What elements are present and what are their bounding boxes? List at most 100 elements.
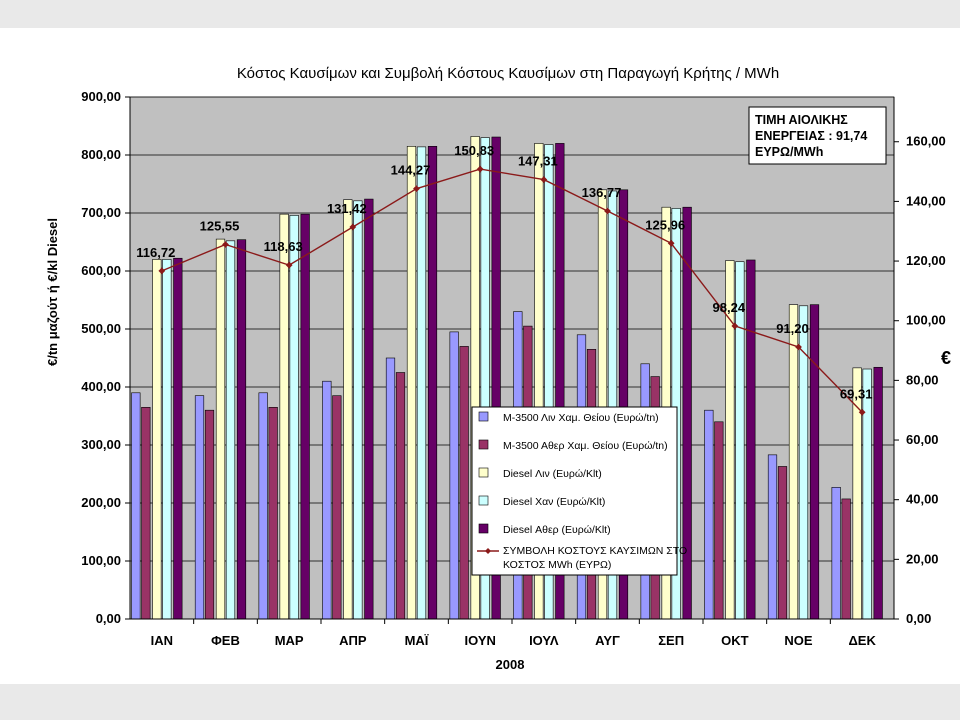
bar [343,199,353,620]
bar [746,259,756,620]
line-point [222,241,229,248]
bar [131,392,141,620]
slide-frame: Κόστος Καυσίμων και Συμβολή Κόστους Καυσ… [0,28,960,684]
bar [300,213,310,620]
bar [831,487,841,620]
x-tick-label: ΣΕΠ [658,633,684,648]
y2-tick-label: 120,00 [906,253,946,268]
y-tick-label: 0,00 [96,611,121,626]
y-tick-label: 400,00 [81,379,121,394]
x-axis-title: 2008 [496,657,525,672]
data-label: 125,55 [200,219,240,234]
bar [204,409,215,620]
bar [322,380,332,620]
y-tick-label: 300,00 [81,437,121,452]
data-label: 91,20 [776,321,809,336]
cost-contribution-line [161,168,863,413]
bar [279,213,289,620]
x-tick-label: ΙΟΥΛ [529,633,559,648]
bar [194,395,205,620]
wind-price-annotation [748,106,887,165]
line-point [858,408,866,416]
y-tick-label: 900,00 [81,89,121,104]
legend-line-marker [485,548,491,554]
bar [141,406,151,620]
x-tick-label: ΔΕΚ [848,633,876,648]
bar [268,406,278,620]
bar [152,259,162,620]
data-label: 125,96 [645,217,685,232]
y-tick-label: 500,00 [81,321,121,336]
y2-tick-label: 140,00 [906,193,946,208]
bar [406,146,417,620]
data-label: 136,77 [582,185,622,200]
y-tick-label: 600,00 [81,263,121,278]
line-point [667,239,675,247]
line-point [795,343,802,351]
legend-swatch [478,495,489,506]
x-tick-label: ΝΟΕ [784,633,813,648]
line-point [604,207,611,215]
y-tick-label: 800,00 [81,147,121,162]
annotation-text: ΕΝΕΡΓΕΙΑΣ : 91,74 [755,129,867,143]
data-label: 98,24 [713,300,746,315]
x-tick-label: ΑΥΓ [595,633,620,648]
annotation-text: ΤΙΜΗ ΑΙΟΛΙΚΗΣ [755,113,848,127]
data-label: 147,31 [518,154,558,169]
bar [215,238,226,620]
bar [852,367,862,620]
data-label: 118,63 [264,239,303,254]
y2-tick-label: 80,00 [906,372,939,387]
x-tick-label: ΑΠΡ [339,633,367,648]
bar [735,261,745,620]
bar [416,146,427,620]
y2-tick-label: 160,00 [906,134,946,149]
bar [809,304,820,620]
y-axis-title: €/tn μαζούτ ή €/kl Diesel [45,218,60,366]
legend [471,406,678,576]
bar [449,331,459,620]
bar [862,368,872,620]
bar [332,395,342,620]
y2-tick-label: 100,00 [906,313,946,328]
line-point [413,185,420,193]
bar [841,498,851,620]
legend-label: Μ-3500 Λιν Χαμ. Θείου (Ευρώ/tn) [503,412,659,424]
data-label: 150,83 [454,143,494,158]
bar [777,466,788,620]
y2-tick-label: 20,00 [906,551,939,566]
y-tick-label: 700,00 [81,205,121,220]
data-label: 116,72 [136,245,175,260]
legend-label: Diesel Λιν (Ευρώ/Κlt) [503,468,602,480]
bar [427,146,438,620]
legend-label: Diesel Αθερ (Ευρώ/Κlt) [503,524,611,536]
x-tick-label: ΟΚΤ [721,633,749,648]
annotation-text: ΕΥΡΩ/MWh [755,145,823,159]
bar [714,421,724,620]
data-label: 131,42 [327,201,367,216]
plot-area: 0,00 100,00 200,00 300,00 400,00 500,00 600,00… [81,89,946,648]
bar [258,392,268,620]
legend-swatch [478,439,489,450]
data-label: 144,27 [391,163,431,178]
legend-label: ΚΟΣΤΟΣ MWh (ΕΥΡΩ) [503,559,611,571]
bar [225,240,236,620]
line-point [476,165,484,173]
legend-swatch [478,523,489,534]
chart-title: Κόστος Καυσίμων και Συμβολή Κόστους Καυσ… [237,65,779,82]
bar [788,304,799,620]
x-tick-label: ΙΑΝ [151,633,173,648]
y2-tick-label: 60,00 [906,432,939,447]
legend-label: Diesel Χαν (Ευρώ/Κlt) [503,496,605,508]
bar [395,372,406,620]
bar [364,198,374,620]
line-point [731,322,739,330]
line-point [540,176,548,183]
line-point [349,223,357,231]
bar [236,239,247,620]
bar [162,259,172,620]
line-point [158,267,166,275]
x-tick-label: ΜΑΡ [275,633,304,648]
legend-label: ΣΥΜΒΟΛΗ ΚΟΣΤΟΥΣ ΚΑΥΣΙΜΩΝ ΣΤΟ [503,545,687,557]
y2-tick-label: 0,00 [906,611,931,626]
